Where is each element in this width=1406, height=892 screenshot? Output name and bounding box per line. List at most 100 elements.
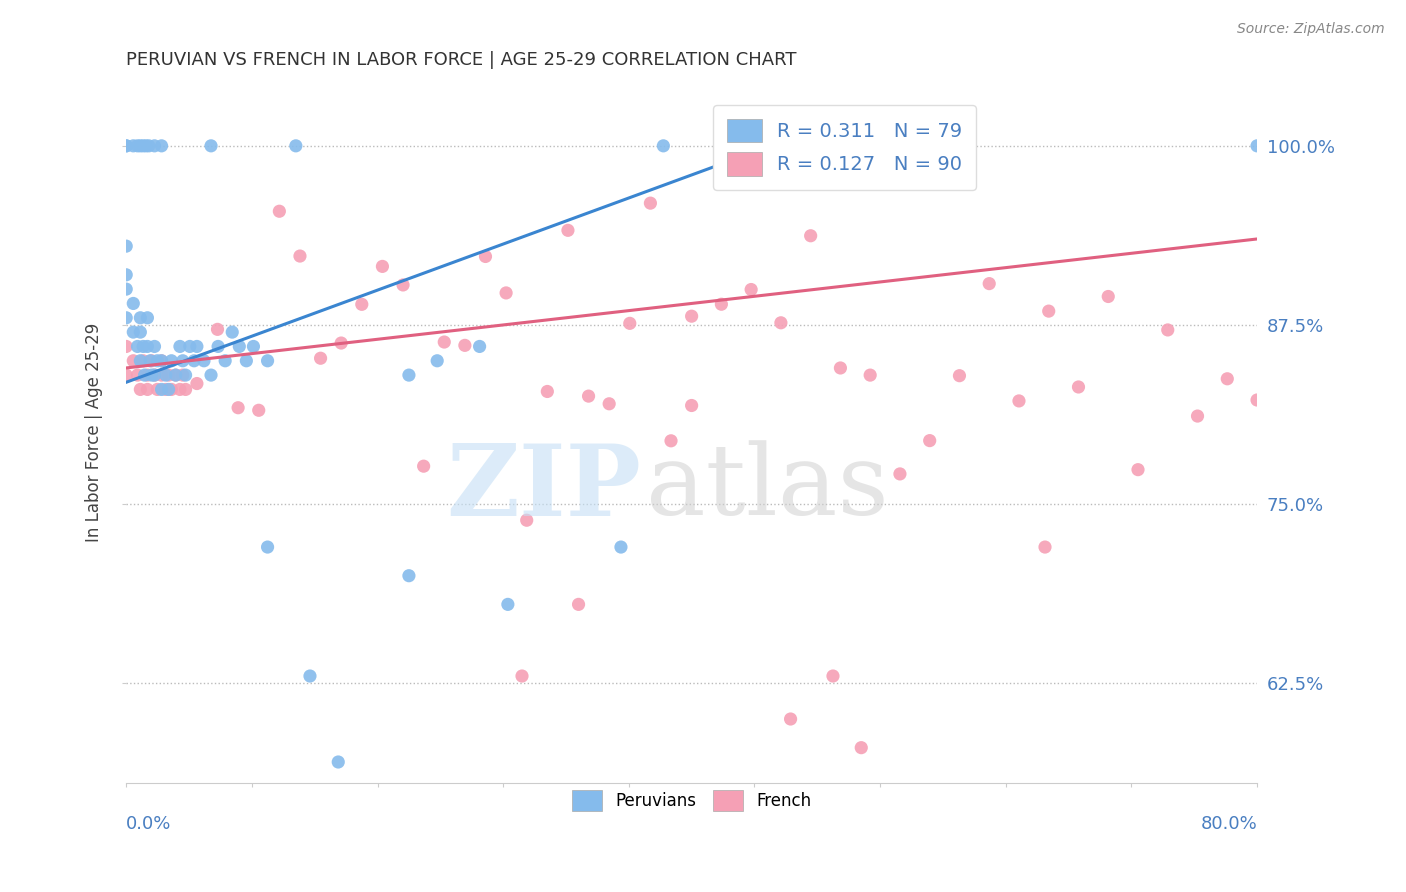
Point [127, 339, 149, 353]
Text: 0.0%: 0.0% [127, 815, 172, 833]
Point [1097, 289, 1119, 303]
Point [172, 368, 194, 383]
Point [350, 297, 373, 311]
Point [256, 353, 278, 368]
Point [160, 353, 183, 368]
Point [115, 239, 138, 253]
Point [1216, 372, 1239, 386]
Point [165, 368, 187, 383]
Point [138, 138, 160, 153]
Point [536, 384, 558, 399]
Point [122, 296, 145, 310]
Point [226, 401, 249, 415]
Point [821, 669, 844, 683]
Point [115, 138, 138, 153]
Point [516, 513, 538, 527]
Point [141, 368, 163, 383]
Point [115, 282, 138, 296]
Point [135, 138, 157, 153]
Point [150, 368, 173, 383]
Point [143, 368, 166, 383]
Text: atlas: atlas [647, 441, 889, 536]
Point [610, 540, 633, 554]
Point [115, 310, 138, 325]
Point [284, 138, 307, 153]
Point [122, 325, 145, 339]
Point [851, 740, 873, 755]
Point [1187, 409, 1209, 423]
Point [889, 467, 911, 481]
Point [392, 277, 415, 292]
Point [132, 339, 155, 353]
Point [859, 368, 882, 383]
Point [557, 223, 579, 237]
Point [779, 712, 801, 726]
Point [186, 339, 208, 353]
Y-axis label: In Labor Force | Age 25-29: In Labor Force | Age 25-29 [86, 323, 103, 542]
Point [174, 383, 197, 397]
Text: PERUVIAN VS FRENCH IN LABOR FORCE | AGE 25-29 CORRELATION CHART: PERUVIAN VS FRENCH IN LABOR FORCE | AGE … [127, 51, 797, 69]
Point [454, 338, 477, 352]
Point [143, 138, 166, 153]
Point [132, 138, 155, 153]
Point [136, 383, 159, 397]
Text: 80.0%: 80.0% [1201, 815, 1257, 833]
Point [681, 399, 703, 413]
Point [115, 368, 138, 383]
Text: ZIP: ZIP [446, 440, 641, 537]
Point [172, 353, 194, 368]
Point [127, 368, 149, 383]
Point [1033, 540, 1056, 554]
Point [127, 138, 149, 153]
Point [412, 459, 434, 474]
Point [228, 339, 250, 353]
Point [136, 339, 159, 353]
Point [328, 755, 350, 769]
Point [247, 403, 270, 417]
Point [186, 376, 208, 391]
Point [510, 669, 533, 683]
Point [150, 353, 173, 368]
Point [830, 361, 852, 376]
Point [136, 310, 159, 325]
Point [1246, 392, 1268, 407]
Point [200, 368, 222, 383]
Point [141, 353, 163, 368]
Point [150, 353, 173, 368]
Point [129, 325, 152, 339]
Point [235, 353, 257, 368]
Point [214, 353, 236, 368]
Point [495, 285, 517, 300]
Point [139, 353, 162, 368]
Legend: Peruvians, French: Peruvians, French [565, 783, 818, 817]
Point [1038, 304, 1060, 318]
Point [433, 334, 456, 349]
Point [256, 540, 278, 554]
Point [143, 368, 166, 383]
Point [174, 368, 197, 383]
Point [150, 383, 173, 397]
Point [150, 138, 173, 153]
Point [115, 268, 138, 282]
Point [115, 138, 138, 153]
Point [269, 204, 291, 219]
Point [710, 297, 733, 311]
Point [155, 383, 177, 397]
Point [288, 249, 311, 263]
Point [1008, 393, 1031, 408]
Point [129, 353, 152, 368]
Point [160, 383, 183, 397]
Point [652, 138, 675, 153]
Point [155, 368, 177, 383]
Point [179, 339, 201, 353]
Point [132, 353, 155, 368]
Point [298, 669, 321, 683]
Point [426, 353, 449, 368]
Point [221, 325, 243, 339]
Point [1067, 380, 1090, 394]
Point [122, 138, 145, 153]
Point [146, 353, 169, 368]
Point [193, 353, 215, 368]
Point [330, 336, 353, 351]
Text: Source: ZipAtlas.com: Source: ZipAtlas.com [1237, 22, 1385, 37]
